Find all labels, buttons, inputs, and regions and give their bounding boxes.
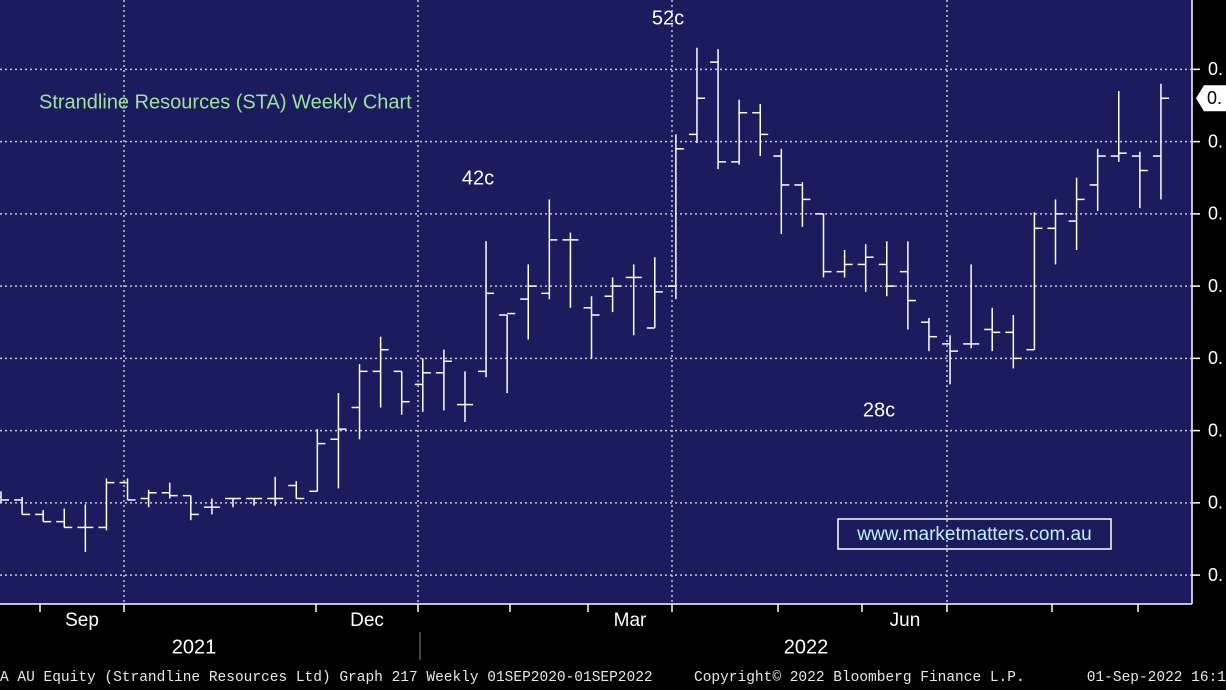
y-tick-label: 0.: [1208, 420, 1223, 440]
x-ticks: [39, 604, 1139, 612]
y-tick-label: 0.: [1208, 565, 1223, 585]
footer-copyright: Copyright© 2022 Bloomberg Finance L.P.: [694, 670, 1025, 686]
footer-left: A AU Equity (Strandline Resources Ltd) G…: [0, 670, 653, 686]
y-tick-label: 0.: [1208, 276, 1223, 296]
y-tick-label: 0.: [1208, 493, 1223, 513]
month-label: Dec: [350, 610, 384, 631]
footer-date: 01-Sep-2022 16:1: [1087, 670, 1226, 686]
annotation: 52c: [652, 7, 684, 29]
month-label: Jun: [890, 610, 921, 631]
chart-title: Strandline Resources (STA) Weekly Chart: [39, 91, 412, 113]
month-label: Mar: [614, 610, 647, 631]
y-tick-label: 0.: [1208, 59, 1223, 79]
y-tick-label: 0.: [1208, 204, 1223, 224]
annotation: 42c: [462, 167, 494, 189]
year-label: 2021: [172, 636, 217, 658]
y-tick-label: 0.: [1208, 131, 1223, 151]
annotation: 28c: [863, 399, 895, 421]
month-label: Sep: [65, 610, 99, 631]
y-tick-label: 0.: [1208, 348, 1223, 368]
watermark: www.marketmatters.com.au: [856, 524, 1091, 545]
watermark-box: [837, 518, 1112, 550]
year-label: 2022: [784, 636, 829, 658]
last-price-tag: [1196, 85, 1226, 112]
last-price-label: 0.: [1207, 88, 1222, 108]
v-grid: [123, 0, 948, 604]
